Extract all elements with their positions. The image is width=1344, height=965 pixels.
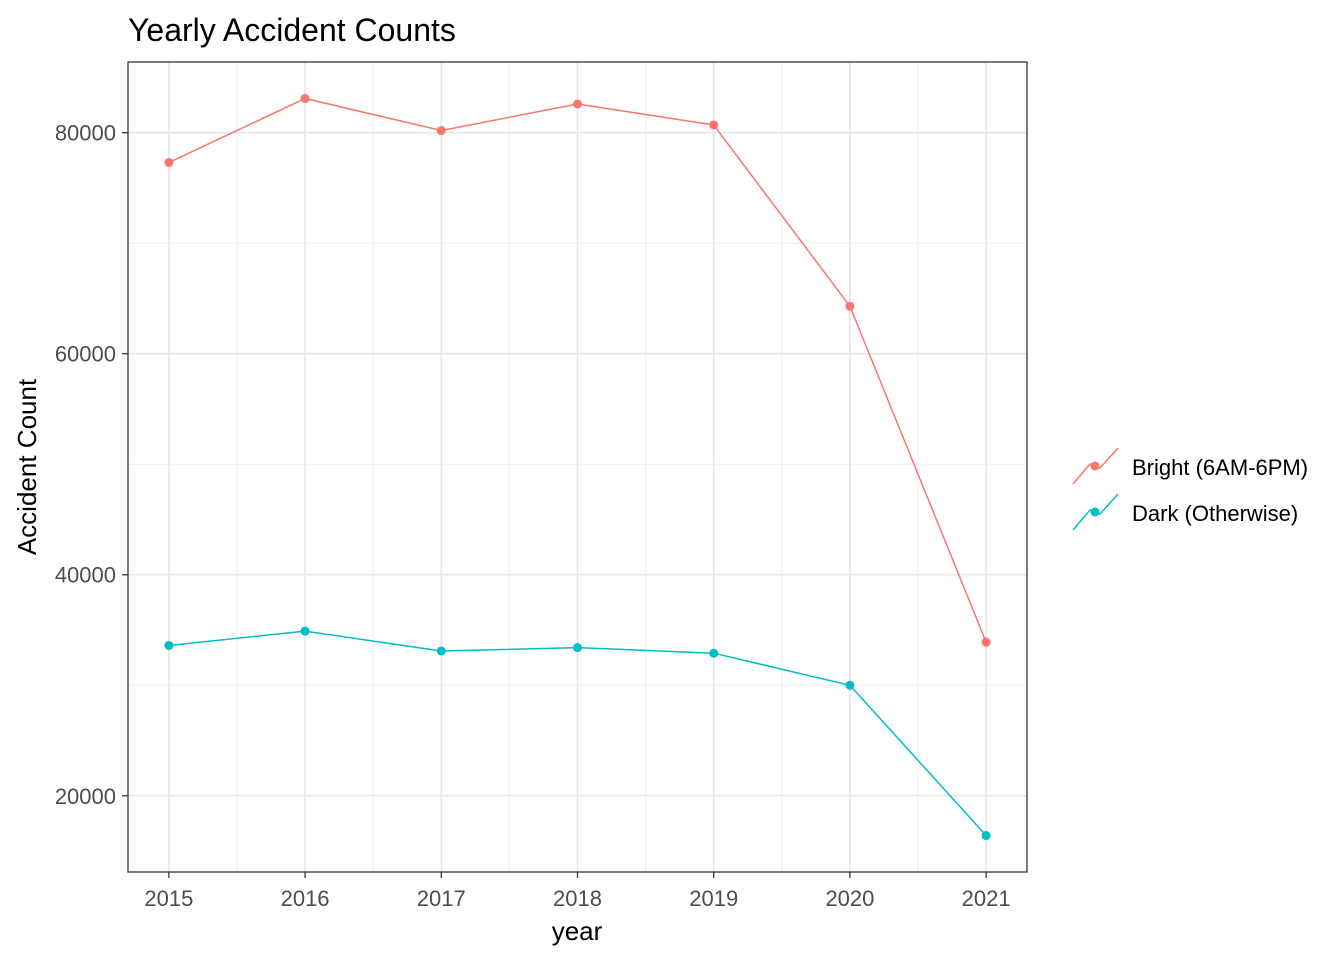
data-point (981, 831, 991, 841)
data-point (164, 640, 174, 650)
legend-key-point (1090, 507, 1100, 517)
legend-key-point (1090, 461, 1100, 471)
data-point (436, 126, 446, 136)
y-tick-label: 20000 (55, 784, 116, 809)
x-tick-label: 2015 (144, 886, 193, 911)
y-axis-label: Accident Count (12, 378, 42, 555)
y-tick-label: 60000 (55, 342, 116, 367)
data-point (573, 99, 582, 109)
data-point (300, 93, 310, 103)
x-axis-label: year (552, 916, 603, 946)
y-tick-label: 80000 (55, 121, 116, 146)
data-point (709, 120, 719, 130)
data-point (981, 637, 991, 647)
y-axis: 20000 40000 60000 80000 (55, 121, 128, 809)
data-point (436, 646, 446, 656)
x-tick-label: 2020 (825, 886, 874, 911)
data-point (845, 301, 855, 311)
legend-label: Dark (Otherwise) (1132, 501, 1298, 526)
grid (128, 62, 1027, 872)
x-tick-label: 2018 (553, 886, 602, 911)
data-point (845, 680, 855, 690)
data-point (164, 158, 174, 168)
data-point (709, 648, 719, 658)
x-tick-label: 2019 (689, 886, 738, 911)
legend: Bright (6AM-6PM) Dark (Otherwise) (1072, 447, 1308, 531)
x-tick-label: 2016 (281, 886, 330, 911)
y-tick-label: 40000 (55, 563, 116, 588)
data-point (573, 643, 582, 653)
chart-title: Yearly Accident Counts (128, 12, 456, 48)
x-tick-label: 2017 (417, 886, 466, 911)
series-layer (164, 93, 991, 841)
x-axis: 2015 2016 2017 2018 2019 2020 2021 (144, 872, 1011, 911)
data-point (300, 626, 310, 636)
x-tick-label: 2021 (962, 886, 1011, 911)
legend-label: Bright (6AM-6PM) (1132, 455, 1308, 480)
